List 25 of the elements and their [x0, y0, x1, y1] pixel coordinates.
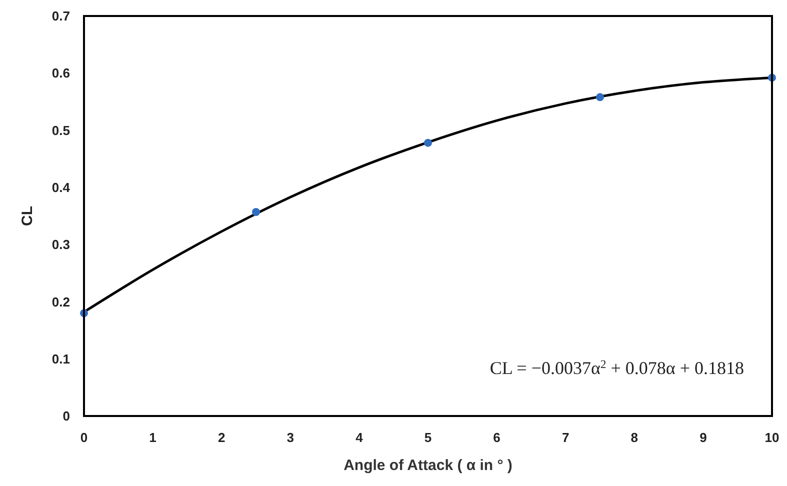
- y-tick-label: 0.1: [52, 351, 70, 366]
- x-tick-label: 8: [630, 430, 638, 445]
- x-axis-title: Angle of Attack ( α in ° ): [344, 457, 512, 474]
- point: [596, 93, 604, 102]
- y-tick-label: 0.3: [52, 237, 70, 252]
- x-tick-label: 4: [356, 430, 364, 445]
- x-tick-label: 0: [80, 430, 88, 445]
- x-tick-label: 9: [700, 430, 707, 445]
- point: [424, 138, 432, 147]
- y-tick-label: 0.5: [52, 122, 70, 138]
- annotation: CL = −0.0037α$^{2}$ + 0.078α + 0.1818: [490, 358, 744, 378]
- point: [252, 208, 260, 216]
- y-tick-label: 0: [62, 408, 70, 424]
- x-tick-label: 5: [424, 430, 432, 445]
- y-tick-label: 0.7: [52, 8, 70, 24]
- y-tick-label: 0.6: [52, 66, 70, 81]
- x-tick-label: 2: [218, 430, 226, 445]
- y-tick-label: 0.2: [52, 294, 70, 310]
- x-tick-label: 1: [149, 430, 156, 445]
- x-tick-label: 3: [286, 430, 294, 445]
- x-tick-label: 6: [493, 430, 500, 445]
- x-tick-label: 7: [562, 430, 570, 445]
- x-tick-label: 10: [764, 430, 780, 445]
- y-tick-label: 0.4: [52, 180, 71, 195]
- y-axis-title: CL: [19, 206, 36, 226]
